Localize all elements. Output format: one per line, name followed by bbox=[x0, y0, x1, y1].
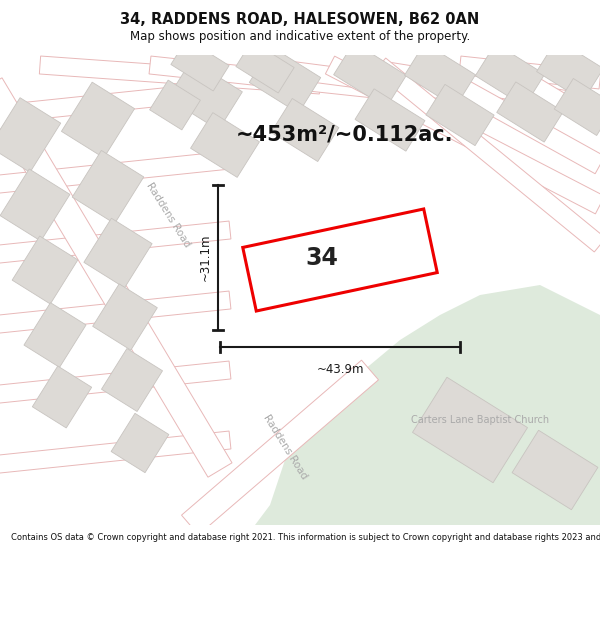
Polygon shape bbox=[0, 431, 231, 474]
Polygon shape bbox=[475, 44, 545, 106]
Polygon shape bbox=[0, 361, 231, 404]
Polygon shape bbox=[167, 60, 242, 130]
Text: Carters Lane Baptist Church: Carters Lane Baptist Church bbox=[411, 415, 549, 425]
Polygon shape bbox=[0, 169, 70, 241]
Polygon shape bbox=[191, 112, 259, 178]
Text: 34, RADDENS ROAD, HALESOWEN, B62 0AN: 34, RADDENS ROAD, HALESOWEN, B62 0AN bbox=[121, 12, 479, 27]
Polygon shape bbox=[249, 56, 521, 109]
Polygon shape bbox=[32, 366, 92, 428]
Text: Raddens Road: Raddens Road bbox=[144, 181, 192, 249]
Polygon shape bbox=[426, 84, 494, 146]
Polygon shape bbox=[459, 56, 600, 89]
Polygon shape bbox=[92, 284, 157, 350]
Polygon shape bbox=[12, 236, 78, 304]
Text: Map shows position and indicative extent of the property.: Map shows position and indicative extent… bbox=[130, 30, 470, 43]
Polygon shape bbox=[496, 58, 600, 132]
Polygon shape bbox=[0, 78, 232, 477]
Polygon shape bbox=[415, 56, 600, 174]
Polygon shape bbox=[171, 39, 229, 91]
Polygon shape bbox=[84, 218, 152, 288]
Text: ~453m²/~0.112ac.: ~453m²/~0.112ac. bbox=[236, 125, 454, 145]
Polygon shape bbox=[101, 349, 163, 411]
Polygon shape bbox=[349, 56, 600, 114]
Polygon shape bbox=[61, 82, 134, 158]
Text: Raddens Road: Raddens Road bbox=[261, 413, 309, 481]
Text: 34: 34 bbox=[305, 246, 338, 270]
Polygon shape bbox=[149, 80, 200, 130]
Polygon shape bbox=[512, 430, 598, 510]
Polygon shape bbox=[0, 151, 231, 194]
Polygon shape bbox=[0, 81, 231, 124]
Polygon shape bbox=[149, 56, 431, 104]
Polygon shape bbox=[249, 47, 321, 113]
Polygon shape bbox=[111, 413, 169, 472]
Polygon shape bbox=[182, 360, 379, 535]
Polygon shape bbox=[0, 98, 61, 172]
Polygon shape bbox=[325, 56, 600, 214]
Text: ~31.1m: ~31.1m bbox=[199, 234, 212, 281]
Polygon shape bbox=[374, 58, 600, 252]
Polygon shape bbox=[236, 41, 294, 93]
Polygon shape bbox=[536, 39, 600, 101]
Polygon shape bbox=[72, 151, 144, 224]
Text: Contains OS data © Crown copyright and database right 2021. This information is : Contains OS data © Crown copyright and d… bbox=[11, 533, 600, 542]
Polygon shape bbox=[355, 89, 425, 151]
Polygon shape bbox=[412, 378, 527, 482]
Polygon shape bbox=[0, 221, 231, 264]
Polygon shape bbox=[334, 42, 406, 107]
Polygon shape bbox=[24, 302, 86, 368]
Polygon shape bbox=[40, 56, 320, 94]
Polygon shape bbox=[497, 82, 563, 142]
Polygon shape bbox=[404, 43, 476, 107]
Polygon shape bbox=[554, 79, 600, 136]
Polygon shape bbox=[255, 285, 600, 525]
Polygon shape bbox=[243, 209, 437, 311]
Text: ~43.9m: ~43.9m bbox=[316, 363, 364, 376]
Polygon shape bbox=[271, 99, 339, 161]
Polygon shape bbox=[0, 291, 231, 334]
